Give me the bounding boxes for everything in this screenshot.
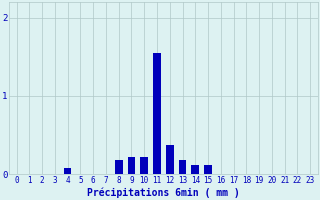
Bar (115, 160, 123, 174)
Bar (128, 157, 135, 174)
Bar (140, 157, 148, 174)
X-axis label: Précipitations 6min ( mm ): Précipitations 6min ( mm ) (87, 187, 240, 198)
Bar (153, 53, 161, 174)
Bar (64, 168, 71, 174)
Bar (191, 165, 199, 174)
Bar (204, 165, 212, 174)
Bar (179, 160, 186, 174)
Bar (166, 145, 173, 174)
